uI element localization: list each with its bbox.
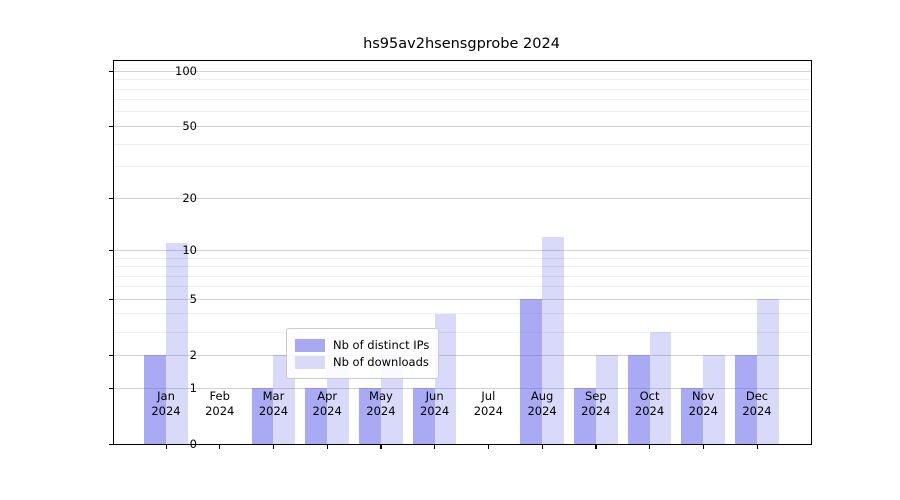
bar-downloads-jan xyxy=(166,243,188,444)
x-tick-label-jul: Jul 2024 xyxy=(473,389,503,418)
gridline-y-7 xyxy=(114,275,811,277)
gridline-y-30 xyxy=(114,166,811,168)
bar-distinct-ips-dec xyxy=(735,355,757,444)
x-tick-label-jun: Jun 2024 xyxy=(419,389,450,418)
y-tick-50 xyxy=(109,125,113,128)
bar-distinct-ips-may xyxy=(359,388,381,444)
y-tick-100 xyxy=(109,70,113,72)
gridline-y-2 xyxy=(114,354,811,356)
legend-swatch-distinct-ips xyxy=(295,338,325,352)
x-tick-label-may: May 2024 xyxy=(366,389,396,418)
bar-distinct-ips-jan xyxy=(144,355,166,444)
gridline-y-4 xyxy=(114,313,811,315)
gridline-y-70 xyxy=(114,99,811,101)
x-tick-label-feb: Feb 2024 xyxy=(205,389,235,418)
gridline-y-50 xyxy=(114,125,811,127)
bar-distinct-ips-oct xyxy=(627,355,650,444)
legend: Nb of distinct IPs Nb of downloads xyxy=(286,328,440,379)
x-tick-label-oct: Oct 2024 xyxy=(634,389,665,418)
y-tick-label-0: 0 xyxy=(189,437,197,451)
y-tick-label-100: 100 xyxy=(175,64,197,79)
gridline-y-10 xyxy=(114,249,811,251)
x-tick-aug xyxy=(541,445,543,449)
legend-swatch-downloads xyxy=(295,355,325,369)
gridline-y-20 xyxy=(114,197,811,199)
gridline-y-9 xyxy=(114,257,811,259)
y-tick-label-20: 20 xyxy=(182,191,197,206)
gridline-y-5 xyxy=(114,298,811,300)
x-tick-label-dec: Dec 2024 xyxy=(742,389,772,418)
gridline-y-6 xyxy=(114,286,811,288)
legend-entry-downloads: Nb of downloads xyxy=(295,355,429,369)
x-tick-label-apr: Apr 2024 xyxy=(312,389,342,418)
x-tick-may xyxy=(380,445,382,449)
bar-distinct-ips-aug xyxy=(520,299,543,444)
y-tick-10 xyxy=(109,249,113,251)
x-tick-nov xyxy=(702,445,704,449)
x-tick-jun xyxy=(434,445,436,449)
gridline-y-1 xyxy=(114,387,811,389)
x-tick-mar xyxy=(272,445,275,449)
x-tick-label-nov: Nov 2024 xyxy=(688,389,718,418)
bar-downloads-sep xyxy=(595,355,618,444)
y-tick-label-5: 5 xyxy=(189,292,197,307)
y-tick-label-10: 10 xyxy=(182,243,197,258)
bar-downloads-aug xyxy=(542,236,564,444)
y-tick-5 xyxy=(109,298,113,300)
x-tick-dec xyxy=(756,445,758,449)
bar-downloads-oct xyxy=(649,332,672,444)
x-tick-jan xyxy=(165,445,167,449)
x-tick-feb xyxy=(219,445,221,449)
bar-distinct-ips-sep xyxy=(574,388,596,444)
bar-downloads-dec xyxy=(757,299,779,444)
bar-distinct-ips-mar xyxy=(251,388,274,444)
y-tick-label-2: 2 xyxy=(189,348,197,363)
bar-distinct-ips-jun xyxy=(412,388,435,444)
y-tick-2 xyxy=(109,354,113,356)
x-tick-label-aug: Aug 2024 xyxy=(527,389,557,418)
x-tick-oct xyxy=(649,445,651,449)
y-tick-20 xyxy=(109,197,113,199)
legend-label-downloads: Nb of downloads xyxy=(333,355,429,369)
legend-label-distinct-ips: Nb of distinct IPs xyxy=(333,338,430,352)
legend-entry-distinct-ips: Nb of distinct IPs xyxy=(295,338,429,352)
x-tick-jul xyxy=(487,445,490,449)
gridline-y-100 xyxy=(114,70,811,72)
y-tick-label-1: 1 xyxy=(189,381,197,395)
bar-downloads-jun xyxy=(434,313,457,444)
x-tick-label-jan: Jan 2024 xyxy=(151,389,181,418)
y-tick-label-50: 50 xyxy=(182,119,197,134)
gridline-y-8 xyxy=(114,266,811,267)
y-tick-1 xyxy=(109,387,113,389)
bar-distinct-ips-apr xyxy=(305,388,328,444)
gridline-y-40 xyxy=(114,143,811,145)
y-tick-0 xyxy=(109,443,113,445)
gridline-y-60 xyxy=(114,111,811,113)
x-tick-apr xyxy=(326,445,328,449)
plot-area xyxy=(109,60,812,449)
gridline-y-80 xyxy=(114,88,811,90)
x-tick-label-sep: Sep 2024 xyxy=(581,389,611,418)
bar-downloads-nov xyxy=(703,355,726,444)
x-tick-label-mar: Mar 2024 xyxy=(258,389,289,418)
gridline-y-3 xyxy=(114,331,811,333)
chart-title: hs95av2hsensgprobe 2024 xyxy=(363,36,560,52)
gridline-y-90 xyxy=(114,79,811,81)
bar-distinct-ips-nov xyxy=(681,388,704,444)
x-tick-sep xyxy=(595,445,597,449)
